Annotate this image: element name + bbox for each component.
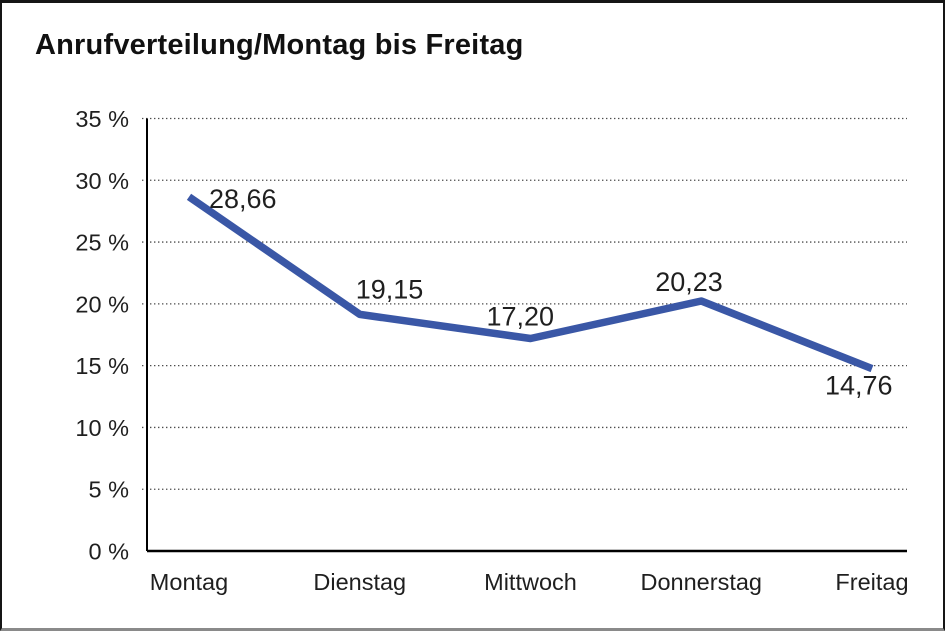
data-point-label: 14,76 [825, 371, 893, 401]
x-tick-label: Mittwoch [484, 569, 577, 595]
y-tick-label: 25 % [75, 230, 129, 256]
x-tick-label: Dienstag [313, 569, 406, 595]
line-chart: 0 % 5 % 10 % 15 % 20 % 25 % 30 % 35 % Montag Die… [75, 106, 909, 595]
y-tick-label: 20 % [75, 291, 129, 317]
data-point-label: 20,23 [655, 267, 723, 297]
x-tick-labels: Montag Dienstag Mittwoch Donnerstag Freitag [150, 569, 909, 595]
y-tick-label: 35 % [75, 106, 129, 132]
y-tick-label: 15 % [75, 353, 129, 379]
y-tick-label: 0 % [89, 539, 130, 565]
axes [146, 118, 907, 553]
x-tick-label: Montag [150, 569, 228, 595]
x-tick-label: Donnerstag [641, 569, 763, 595]
data-point-label: 19,15 [356, 274, 424, 304]
data-point-label: 28,66 [209, 184, 277, 214]
data-point-labels: 28,66 19,15 17,20 20,23 14,76 [209, 184, 893, 401]
y-tick-labels: 0 % 5 % 10 % 15 % 20 % 25 % 30 % 35 % [75, 106, 129, 565]
series-polyline [186, 193, 874, 373]
series-line [186, 193, 874, 373]
y-tick-label: 5 % [89, 477, 130, 503]
x-tick-label: Freitag [835, 569, 908, 595]
y-tick-label: 30 % [75, 168, 129, 194]
chart-title: Anrufverteilung/Montag bis Freitag [35, 29, 524, 61]
data-point-label: 17,20 [487, 301, 555, 331]
y-tick-label: 10 % [75, 415, 129, 441]
